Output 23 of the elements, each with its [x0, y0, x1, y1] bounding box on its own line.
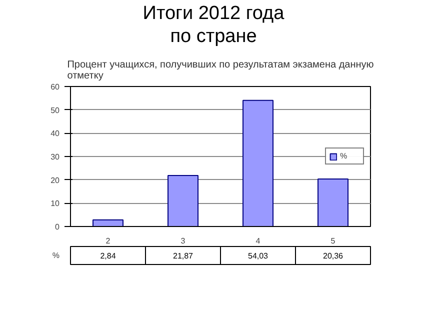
x-tick-label: 2	[106, 236, 111, 246]
bar	[168, 174, 198, 226]
y-tick-label: 30	[50, 152, 60, 162]
bar	[318, 178, 348, 226]
text: 2,84	[100, 252, 116, 260]
x-tick-label: 5	[330, 236, 336, 246]
text: 54,03	[248, 252, 268, 260]
y-tick-label: 40	[50, 129, 60, 138]
y-tick-label: 50	[50, 106, 60, 115]
x-tick-label: 3	[180, 236, 186, 246]
bar	[92, 219, 124, 226]
legend-label: %	[340, 152, 348, 160]
text: 20,36	[322, 252, 344, 260]
y-tick-label: 20	[50, 176, 60, 185]
text: %	[52, 251, 60, 260]
bar	[242, 100, 274, 226]
y-tick-label: 60	[50, 82, 60, 92]
text: 21,87	[172, 252, 194, 260]
y-tick-label: 10	[50, 199, 60, 208]
chart-title: Итоги 2012 года по стране	[142, 2, 286, 48]
y-tick-label: 0	[55, 222, 60, 232]
chart-subtitle: Процент учащихся, получивших по результатам экзамена данную отметку	[67, 60, 374, 82]
x-tick-label: 4	[256, 236, 261, 246]
